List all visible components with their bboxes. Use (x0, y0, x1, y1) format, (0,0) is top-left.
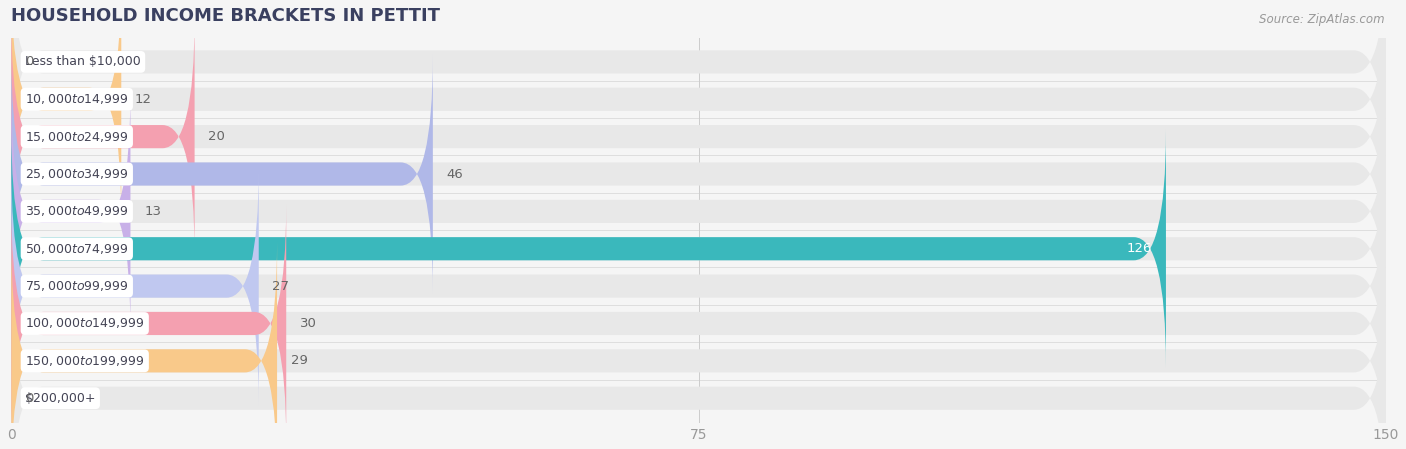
Text: 46: 46 (447, 167, 464, 180)
FancyBboxPatch shape (11, 92, 1386, 330)
Text: $75,000 to $99,999: $75,000 to $99,999 (25, 279, 128, 293)
Text: 13: 13 (145, 205, 162, 218)
FancyBboxPatch shape (11, 129, 1166, 368)
FancyBboxPatch shape (11, 204, 287, 443)
Text: 20: 20 (208, 130, 225, 143)
Text: $25,000 to $34,999: $25,000 to $34,999 (25, 167, 128, 181)
Text: Source: ZipAtlas.com: Source: ZipAtlas.com (1260, 13, 1385, 26)
Text: 27: 27 (273, 280, 290, 293)
Text: $50,000 to $74,999: $50,000 to $74,999 (25, 242, 128, 256)
Text: HOUSEHOLD INCOME BRACKETS IN PETTIT: HOUSEHOLD INCOME BRACKETS IN PETTIT (11, 7, 440, 25)
FancyBboxPatch shape (11, 92, 131, 330)
FancyBboxPatch shape (11, 167, 259, 405)
FancyBboxPatch shape (11, 129, 1386, 368)
FancyBboxPatch shape (11, 242, 1386, 449)
FancyBboxPatch shape (11, 55, 433, 293)
Text: 29: 29 (291, 354, 308, 367)
Text: 0: 0 (25, 392, 34, 405)
FancyBboxPatch shape (11, 0, 121, 219)
Text: $150,000 to $199,999: $150,000 to $199,999 (25, 354, 145, 368)
FancyBboxPatch shape (11, 0, 1386, 181)
Text: 30: 30 (299, 317, 316, 330)
FancyBboxPatch shape (11, 167, 1386, 405)
FancyBboxPatch shape (11, 55, 1386, 293)
Text: Less than $10,000: Less than $10,000 (25, 55, 141, 68)
Text: 126: 126 (1126, 242, 1152, 255)
Text: $35,000 to $49,999: $35,000 to $49,999 (25, 204, 128, 218)
FancyBboxPatch shape (11, 18, 1386, 256)
FancyBboxPatch shape (11, 0, 1386, 219)
FancyBboxPatch shape (11, 279, 1386, 449)
Text: 0: 0 (25, 55, 34, 68)
FancyBboxPatch shape (11, 18, 194, 256)
FancyBboxPatch shape (11, 204, 1386, 443)
Text: $15,000 to $24,999: $15,000 to $24,999 (25, 130, 128, 144)
Text: $200,000+: $200,000+ (25, 392, 96, 405)
Text: 12: 12 (135, 93, 152, 106)
Text: $100,000 to $149,999: $100,000 to $149,999 (25, 317, 145, 330)
Text: $10,000 to $14,999: $10,000 to $14,999 (25, 92, 128, 106)
FancyBboxPatch shape (11, 242, 277, 449)
